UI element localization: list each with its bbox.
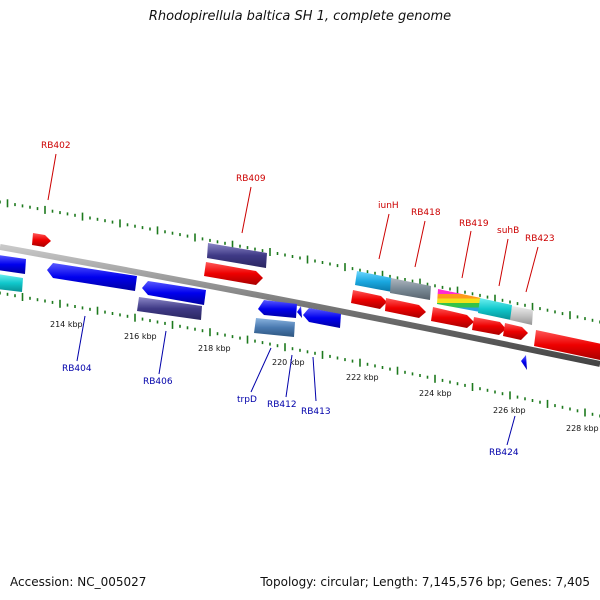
inner-tick-track: [0, 291, 600, 418]
label-rb404[interactable]: RB404: [62, 364, 92, 374]
gene-rb409-a[interactable]: [207, 243, 267, 268]
leader-rb406: [158, 330, 167, 375]
gene-trpd-a[interactable]: [258, 300, 297, 318]
leader-rb418: [414, 220, 426, 268]
gene-rb418-b[interactable]: [385, 298, 426, 318]
scale-label-226: 226 kbp: [493, 406, 526, 415]
gene-rb413[interactable]: [303, 308, 341, 328]
label-rb413[interactable]: RB413: [301, 407, 331, 417]
leader-iunh: [378, 213, 390, 260]
label-rb419[interactable]: RB419: [459, 219, 489, 229]
plus-gene-labels: RB402 RB409 iunH RB418 RB419 suhB RB423: [41, 141, 555, 293]
leader-rb413: [312, 356, 317, 402]
genome-backbone: [0, 244, 600, 367]
label-rb424[interactable]: RB424: [489, 448, 519, 458]
label-rb406[interactable]: RB406: [143, 377, 173, 387]
gene-trpd-b[interactable]: [254, 318, 295, 337]
scale-labels: 214 kbp 216 kbp 218 kbp 220 kbp 222 kbp …: [50, 320, 599, 433]
leader-rb412: [285, 354, 293, 398]
plus-strand-genes: [0, 233, 600, 360]
leader-rb402: [47, 153, 57, 201]
gene-rb419-b[interactable]: [431, 307, 474, 328]
gene-iunh-a[interactable]: [355, 271, 392, 292]
gene-suhb-b[interactable]: [472, 317, 506, 335]
outer-tick-track: [0, 199, 600, 324]
label-trpd[interactable]: trpD: [237, 395, 257, 405]
gene-rb412[interactable]: [297, 306, 302, 318]
scale-label-228: 228 kbp: [566, 424, 599, 433]
gene-rb423-a[interactable]: [510, 306, 533, 325]
gene-rb424[interactable]: [521, 355, 527, 370]
gene-rb424-plus[interactable]: [534, 330, 600, 360]
label-rb409[interactable]: RB409: [236, 174, 266, 184]
label-iunh[interactable]: iunH: [378, 201, 399, 211]
leader-rb419: [461, 230, 472, 279]
leader-rb409: [241, 186, 252, 234]
gene-rb423-b[interactable]: [503, 323, 528, 340]
leader-trpd: [250, 347, 272, 393]
label-rb402[interactable]: RB402: [41, 141, 71, 151]
gene-rb418-a[interactable]: [390, 278, 431, 300]
gene-rb402[interactable]: [32, 233, 51, 247]
label-rb412[interactable]: RB412: [267, 400, 297, 410]
leader-rb424: [506, 415, 516, 446]
genome-summary-text: Topology: circular; Length: 7,145,576 bp…: [260, 575, 590, 589]
gene-rb419-a[interactable]: [437, 289, 481, 312]
gene-iunh-b[interactable]: [351, 290, 387, 309]
gene-rb406-a[interactable]: [142, 281, 206, 305]
scale-label-224: 224 kbp: [419, 389, 452, 398]
scale-label-216: 216 kbp: [124, 332, 157, 341]
label-rb418[interactable]: RB418: [411, 208, 441, 218]
gene-left-edge-blue[interactable]: [0, 255, 26, 274]
label-rb423[interactable]: RB423: [525, 234, 555, 244]
scale-label-218: 218 kbp: [198, 344, 231, 353]
scale-label-222: 222 kbp: [346, 373, 379, 382]
gene-rb404[interactable]: [47, 263, 137, 291]
gene-rb406-b[interactable]: [137, 297, 202, 320]
accession-text: Accession: NC_005027: [10, 575, 147, 589]
gene-suhb-a[interactable]: [478, 298, 512, 320]
gene-rb409-b[interactable]: [204, 262, 263, 285]
scale-label-214: 214 kbp: [50, 320, 83, 329]
label-suhb[interactable]: suhB: [497, 226, 519, 236]
gene-left-edge-cyan[interactable]: [0, 274, 23, 292]
leader-suhb: [498, 238, 509, 287]
leader-rb423: [525, 246, 539, 293]
scale-label-220: 220 kbp: [272, 358, 305, 367]
minus-gene-labels: RB404 RB406 trpD RB412 RB413 RB424: [62, 315, 519, 458]
map-title: Rhodopirellula baltica SH 1, complete ge…: [148, 9, 452, 24]
leader-rb404: [76, 315, 86, 362]
minus-strand-genes: [47, 263, 527, 370]
